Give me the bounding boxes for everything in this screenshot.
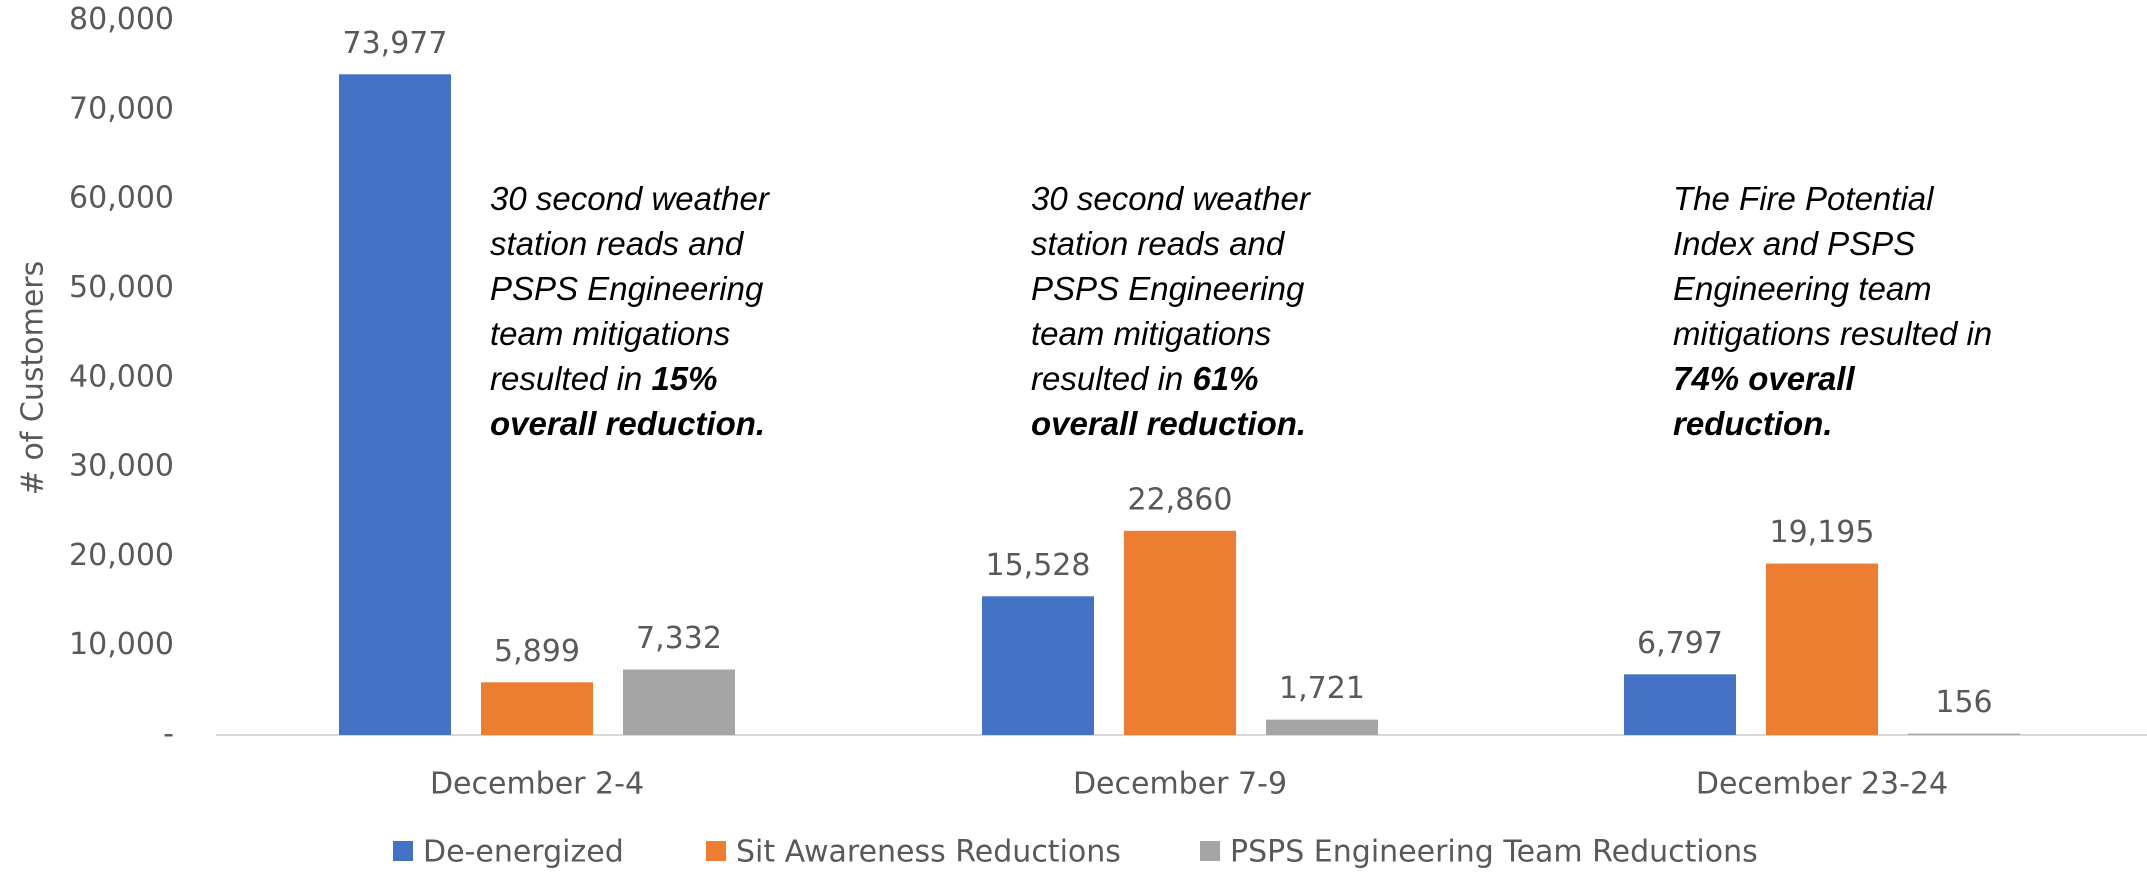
annotation-line: station reads and: [1031, 225, 1286, 262]
data-label: 156: [1935, 685, 1992, 720]
bar: [1266, 719, 1378, 735]
annotation-line: The Fire Potential: [1673, 180, 1935, 217]
bar: [481, 682, 593, 735]
x-tick-label: December 2-4: [430, 767, 644, 802]
annotation-text: overall reduction.: [1031, 405, 1306, 442]
annotation-line: reduction.: [1673, 405, 1833, 442]
annotation-text: mitigations resulted in: [1673, 315, 1992, 352]
data-label: 5,899: [494, 634, 580, 669]
annotation-text: PSPS Engineering: [1031, 270, 1305, 307]
annotation-text: team mitigations: [1031, 315, 1271, 352]
annotation-text: resulted in: [490, 360, 651, 397]
annotation-text: Index and PSPS: [1673, 225, 1915, 262]
bar: [1766, 563, 1878, 735]
annotation-line: 30 second weather: [1031, 180, 1312, 217]
legend-swatch: [393, 841, 413, 861]
annotation-text: Engineering team: [1673, 270, 1932, 307]
x-tick-label: December 7-9: [1073, 767, 1287, 802]
bar: [1908, 733, 2020, 735]
annotation-line: overall reduction.: [1031, 405, 1306, 442]
annotation-text: station reads and: [1031, 225, 1286, 262]
data-label: 22,860: [1128, 482, 1233, 517]
y-tick-label: 10,000: [69, 627, 174, 662]
bar: [982, 596, 1094, 735]
annotation-text: station reads and: [490, 225, 745, 262]
annotation-line: station reads and: [490, 225, 745, 262]
y-axis-title: # of Customers: [16, 261, 51, 495]
annotation-text: team mitigations: [490, 315, 730, 352]
y-tick-label: 20,000: [69, 538, 174, 573]
annotation-text: 61%: [1192, 360, 1258, 397]
annotation-line: resulted in 15%: [490, 360, 718, 397]
annotation-text: resulted in: [1031, 360, 1192, 397]
annotation-text: reduction.: [1673, 405, 1833, 442]
annotation-text: overall reduction.: [490, 405, 765, 442]
y-tick-label: 60,000: [69, 181, 174, 216]
bar: [1624, 674, 1736, 735]
annotation-line: PSPS Engineering: [1031, 270, 1305, 307]
data-label: 19,195: [1770, 515, 1875, 550]
annotation-line: resulted in 61%: [1031, 360, 1259, 397]
x-tick-label: December 23-24: [1696, 767, 1948, 802]
bar: [623, 669, 735, 735]
y-tick-label: 30,000: [69, 449, 174, 484]
y-tick-label: 40,000: [69, 359, 174, 394]
y-tick-label: 80,000: [69, 2, 174, 37]
annotation-line: overall reduction.: [490, 405, 765, 442]
legend-label: PSPS Engineering Team Reductions: [1230, 835, 1758, 870]
bar: [339, 74, 451, 736]
annotation-text: 74% overall: [1673, 360, 1855, 397]
data-label: 73,977: [343, 26, 448, 61]
annotation-line: mitigations resulted in: [1673, 315, 1992, 352]
annotation-line: 74% overall: [1673, 360, 1855, 397]
annotation-text: The Fire Potential: [1673, 180, 1935, 217]
annotation-text: PSPS Engineering: [490, 270, 764, 307]
annotation-text: 30 second weather: [1031, 180, 1312, 217]
annotation-line: Engineering team: [1673, 270, 1932, 307]
legend-swatch: [1200, 841, 1220, 861]
annotation-line: 30 second weather: [490, 180, 771, 217]
annotation-line: team mitigations: [1031, 315, 1271, 352]
y-tick-label: 50,000: [69, 270, 174, 305]
annotation-line: team mitigations: [490, 315, 730, 352]
data-label: 7,332: [636, 621, 722, 656]
bar: [1124, 530, 1236, 735]
data-label: 6,797: [1637, 626, 1723, 661]
y-tick-label: 70,000: [69, 91, 174, 126]
y-tick-label: -: [163, 717, 174, 752]
legend-label: Sit Awareness Reductions: [736, 835, 1121, 870]
annotation-text: 15%: [651, 360, 717, 397]
annotation-line: Index and PSPS: [1673, 225, 1915, 262]
data-label: 1,721: [1279, 671, 1365, 706]
data-label: 15,528: [986, 548, 1091, 583]
annotation-line: PSPS Engineering: [490, 270, 764, 307]
legend-swatch: [706, 841, 726, 861]
legend-label: De-energized: [423, 835, 624, 870]
annotation-text: 30 second weather: [490, 180, 771, 217]
